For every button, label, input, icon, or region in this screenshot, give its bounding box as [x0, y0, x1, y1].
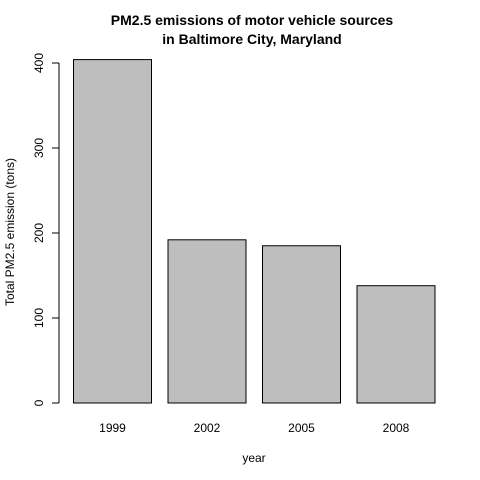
- y-ticks-group: 0 100 200 300 400: [32, 53, 59, 406]
- y-tick-label-400: 400: [32, 53, 46, 73]
- x-tick-label-1999: 1999: [99, 421, 126, 435]
- y-axis-label: Total PM2.5 emission (tons): [3, 158, 17, 306]
- x-tick-labels: 1999 2002 2005 2008: [99, 421, 410, 435]
- bar-2005: [262, 245, 341, 404]
- x-tick-label-2005: 2005: [288, 421, 315, 435]
- chart-title-line-1: PM2.5 emissions of motor vehicle sources: [111, 12, 394, 28]
- x-tick-label-2002: 2002: [194, 421, 221, 435]
- y-tick-label-200: 200: [32, 223, 46, 243]
- bar-1999: [73, 59, 152, 404]
- y-tick-label-0: 0: [32, 399, 46, 406]
- x-axis-label: year: [242, 451, 265, 465]
- chart-title-line-2: in Baltimore City, Maryland: [162, 31, 341, 47]
- x-tick-label-2008: 2008: [383, 421, 410, 435]
- bars-group: [73, 59, 436, 404]
- bar-2008: [356, 285, 436, 404]
- y-tick-label-100: 100: [32, 308, 46, 328]
- bar-2002: [167, 239, 247, 404]
- y-tick-label-300: 300: [32, 138, 46, 158]
